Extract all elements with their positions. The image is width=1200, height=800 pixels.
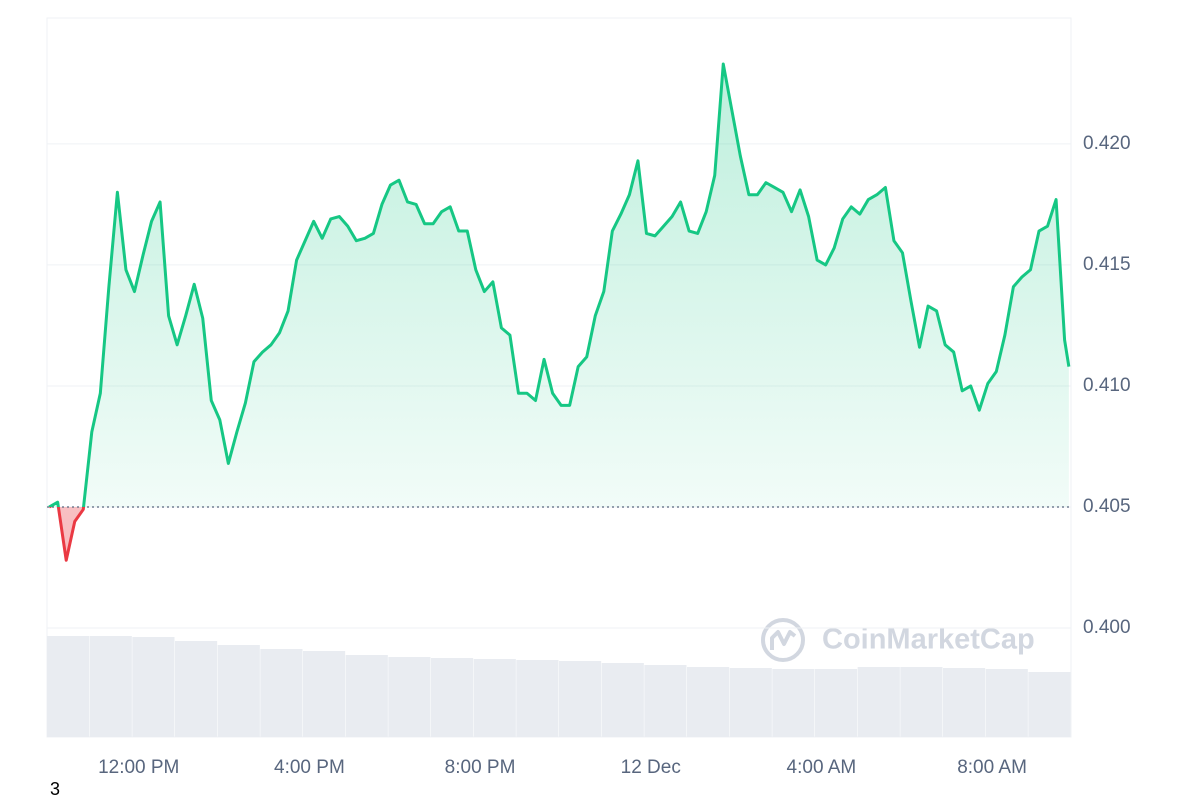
area-up	[49, 64, 1069, 508]
volume-bar	[644, 665, 687, 737]
x-tick-label: 4:00 PM	[274, 757, 345, 778]
volume-bar	[729, 668, 772, 737]
volume-bar	[857, 667, 900, 737]
x-tick-label: 8:00 PM	[445, 757, 516, 778]
volume-bar	[473, 659, 516, 737]
y-tick-label: 0.405	[1083, 496, 1131, 517]
volume-bar	[772, 669, 815, 737]
volume-bar	[89, 636, 132, 737]
volume-bar	[516, 660, 559, 737]
volume-bar	[132, 637, 175, 737]
volume-bar	[431, 658, 474, 737]
volume-bar	[559, 661, 602, 737]
y-tick-label: 0.400	[1083, 617, 1131, 638]
volume-bar	[900, 667, 943, 737]
volume-bar	[687, 667, 730, 737]
x-tick-label: 4:00 AM	[787, 757, 857, 778]
corner-label: 3	[50, 779, 60, 799]
volume-bar	[388, 657, 431, 737]
volume-bar	[985, 669, 1028, 737]
x-tick-label: 8:00 AM	[957, 757, 1027, 778]
volume-bar	[815, 669, 858, 737]
volume-bar	[217, 645, 260, 737]
volume-bar	[303, 651, 346, 737]
volume-bar	[260, 649, 303, 737]
volume-bar	[943, 668, 986, 737]
y-tick-label: 0.410	[1083, 375, 1131, 396]
y-tick-label: 0.420	[1083, 133, 1131, 154]
x-tick-label: 12 Dec	[621, 757, 681, 778]
watermark: CoinMarketCap	[761, 618, 1035, 662]
volume-bar	[1028, 672, 1071, 737]
watermark-text: CoinMarketCap	[822, 624, 1035, 656]
x-tick-label: 12:00 PM	[98, 757, 179, 778]
volume-bar	[175, 641, 218, 737]
price-line-up	[48, 62, 1071, 508]
volume-bar	[601, 663, 644, 737]
y-tick-label: 0.415	[1083, 254, 1131, 275]
volume-bar	[47, 636, 90, 737]
volume-bar	[345, 655, 388, 737]
